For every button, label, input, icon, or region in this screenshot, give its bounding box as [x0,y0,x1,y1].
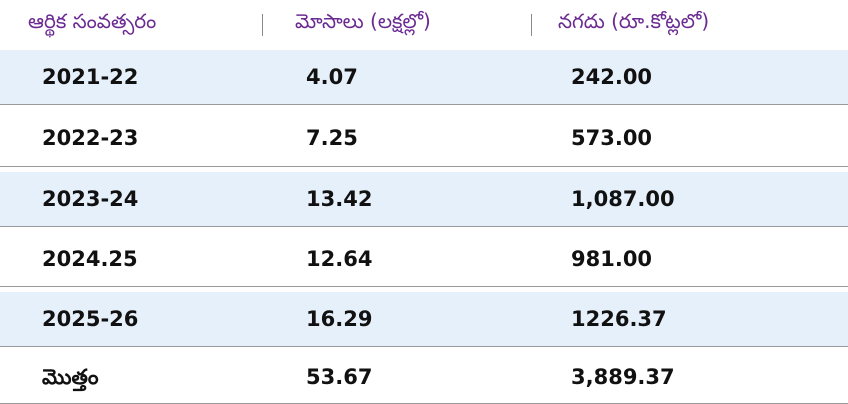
table-row: 2022-23 7.25 573.00 [0,111,848,165]
cell-year: 2025-26 [42,307,139,331]
row-divider [0,104,848,105]
row-divider [0,346,848,347]
table-row: 2023-24 13.42 1,087.00 [0,172,848,226]
table-row-total: మొత్తం 53.67 3,889.37 [0,350,848,404]
cell-amount: 1226.37 [571,307,667,331]
cell-amount: 242.00 [571,65,653,89]
cell-amount: 573.00 [571,126,653,150]
row-divider [0,226,848,227]
cell-frauds: 12.64 [306,247,373,271]
cell-total-label: మొత్తం [42,365,99,389]
row-divider [0,166,848,167]
row-divider [0,286,848,287]
header-frauds-lakhs: మోసాలు (లక్షల్లో) [295,9,431,33]
cell-amount: 981.00 [571,247,653,271]
header-amount-crores: నగదు (రూ.కోట్లలో) [558,9,710,33]
table-row: 2024.25 12.64 981.00 [0,232,848,286]
header-divider [531,14,532,36]
cell-year: 2021-22 [42,65,139,89]
header-financial-year: ఆర్థిక సంవత్సరం [28,9,157,33]
table-row: 2025-26 16.29 1226.37 [0,292,848,346]
table-header: ఆర్థిక సంవత్సరం మోసాలు (లక్షల్లో) నగదు (… [0,0,848,44]
cell-total-frauds: 53.67 [306,365,373,389]
cell-frauds: 4.07 [306,65,358,89]
cell-amount: 1,087.00 [571,187,675,211]
cell-year: 2023-24 [42,187,139,211]
cell-frauds: 13.42 [306,187,373,211]
table-row: 2021-22 4.07 242.00 [0,50,848,104]
cell-year: 2022-23 [42,126,139,150]
cell-total-amount: 3,889.37 [571,365,675,389]
cell-year: 2024.25 [42,247,138,271]
cell-frauds: 16.29 [306,307,373,331]
header-divider [262,14,263,36]
cell-frauds: 7.25 [306,126,358,150]
